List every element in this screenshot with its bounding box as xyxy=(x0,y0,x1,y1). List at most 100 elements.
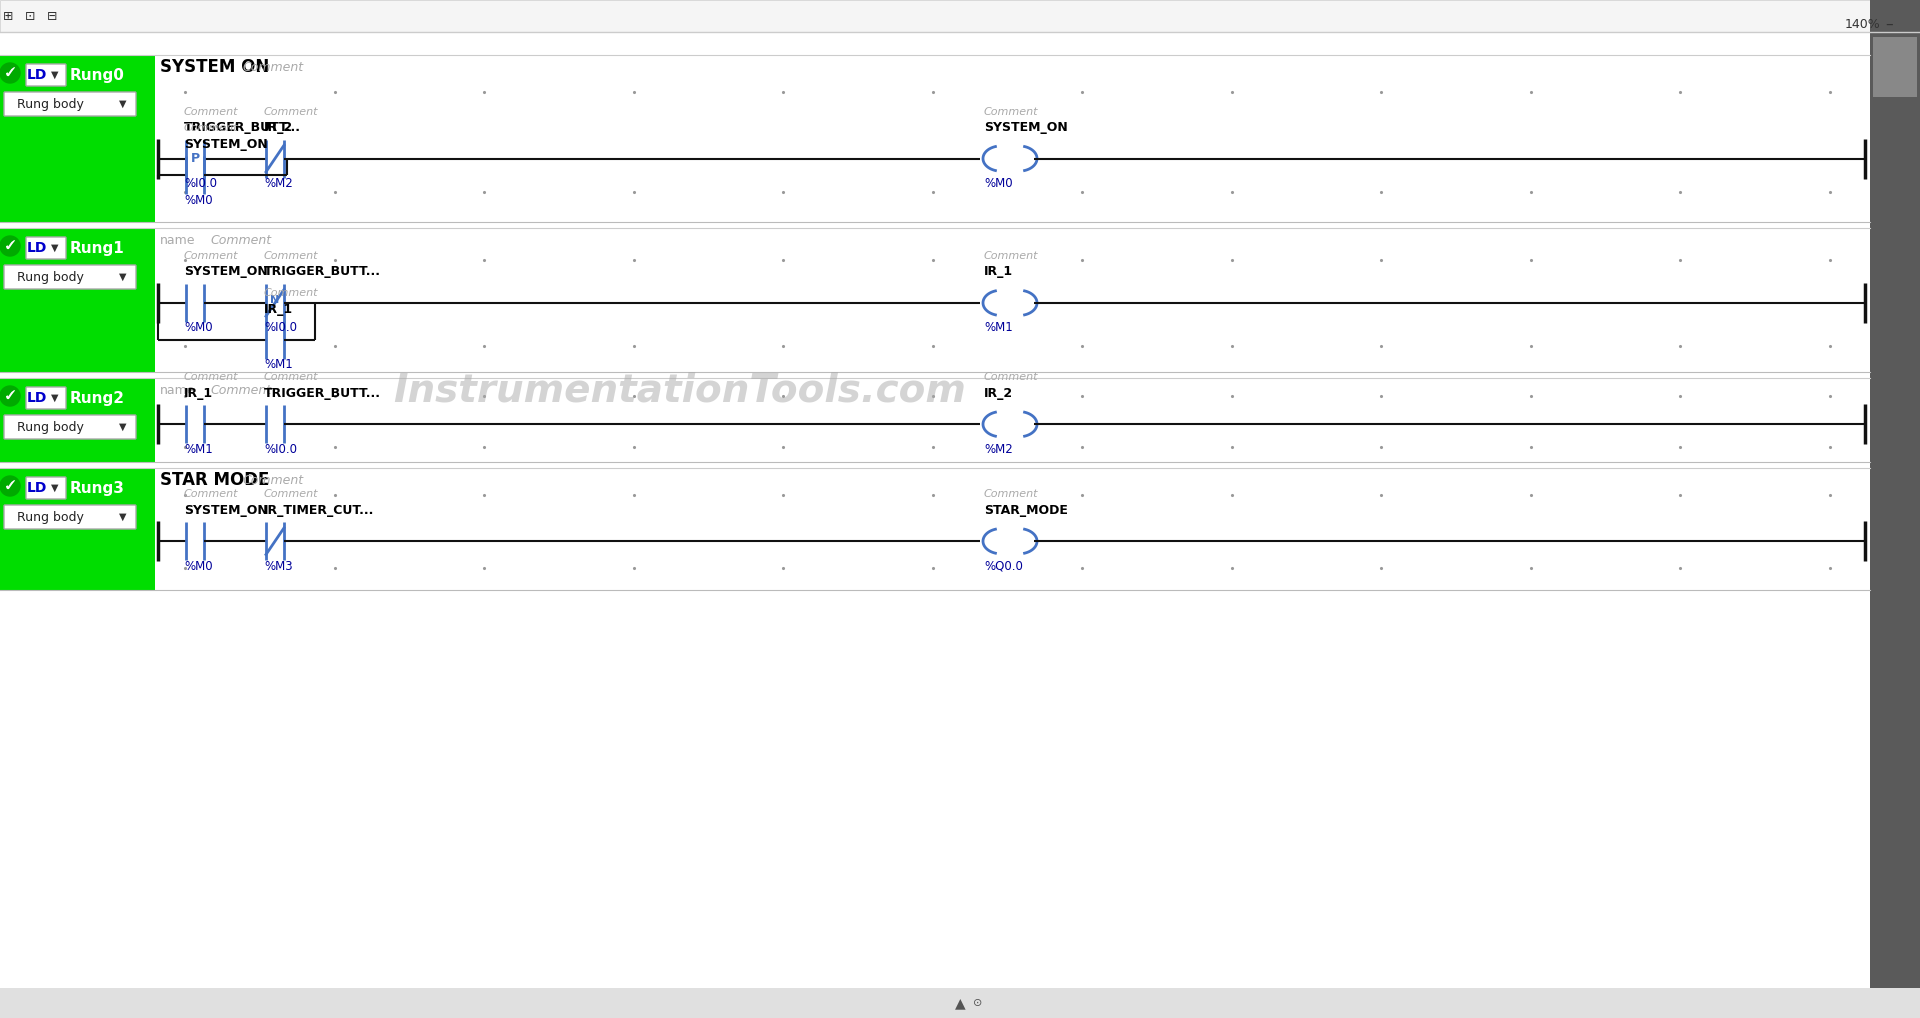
FancyBboxPatch shape xyxy=(4,505,136,529)
Text: ▼: ▼ xyxy=(119,422,127,432)
Text: %M3: %M3 xyxy=(265,560,292,573)
Text: Comment: Comment xyxy=(983,373,1039,382)
Text: IR_2: IR_2 xyxy=(265,121,294,134)
Text: Rung3: Rung3 xyxy=(69,480,125,496)
Text: ▼: ▼ xyxy=(52,243,60,253)
Bar xyxy=(0,55,156,222)
Text: Comment: Comment xyxy=(983,490,1039,499)
Text: IR_2: IR_2 xyxy=(983,387,1014,400)
Text: name: name xyxy=(159,233,196,246)
Bar xyxy=(0,0,1920,32)
Text: Comment: Comment xyxy=(184,373,238,382)
Text: ⊙: ⊙ xyxy=(973,998,983,1008)
Text: Rung1: Rung1 xyxy=(69,240,125,256)
Text: %M0: %M0 xyxy=(184,193,213,207)
Text: %M0: %M0 xyxy=(184,560,213,573)
Text: TRIGGER_BUTT...: TRIGGER_BUTT... xyxy=(265,266,380,278)
Text: ✓: ✓ xyxy=(4,239,15,253)
Text: ▼: ▼ xyxy=(52,393,60,403)
Circle shape xyxy=(0,386,19,406)
Text: Comment: Comment xyxy=(265,288,319,298)
Text: ✓: ✓ xyxy=(4,66,15,80)
Text: TRIGGER_BUTT...: TRIGGER_BUTT... xyxy=(184,121,301,134)
Text: Rung body: Rung body xyxy=(17,271,83,283)
Text: ✓: ✓ xyxy=(4,387,17,405)
Text: ▼: ▼ xyxy=(52,483,60,493)
Text: Comment: Comment xyxy=(184,490,238,499)
Text: ▼: ▼ xyxy=(119,272,127,282)
Text: ✓: ✓ xyxy=(4,477,17,495)
Text: InstrumentationTools.com: InstrumentationTools.com xyxy=(394,371,966,409)
Text: %M2: %M2 xyxy=(983,443,1012,456)
Text: STAR MODE: STAR MODE xyxy=(159,471,269,489)
Text: ✓: ✓ xyxy=(4,389,15,403)
Text: P: P xyxy=(190,152,200,165)
Text: ▼: ▼ xyxy=(119,99,127,109)
Text: ▼: ▼ xyxy=(52,70,60,80)
Text: ✓: ✓ xyxy=(4,64,17,82)
Text: Comment: Comment xyxy=(242,60,303,73)
Text: ✓: ✓ xyxy=(4,479,15,493)
Text: Rung2: Rung2 xyxy=(69,391,125,405)
Text: Comment: Comment xyxy=(209,233,271,246)
Text: Comment: Comment xyxy=(983,250,1039,261)
Text: Comment: Comment xyxy=(265,107,319,116)
Text: SYSTEM ON: SYSTEM ON xyxy=(159,58,269,76)
Text: Comment: Comment xyxy=(242,473,303,487)
Text: SYSTEM_ON: SYSTEM_ON xyxy=(184,504,267,517)
Text: Rung body: Rung body xyxy=(17,420,83,434)
Text: LD: LD xyxy=(27,68,48,82)
Text: IR_1: IR_1 xyxy=(983,266,1014,278)
Text: %M0: %M0 xyxy=(184,322,213,334)
Text: SYSTEM_ON: SYSTEM_ON xyxy=(983,121,1068,134)
Text: Rung0: Rung0 xyxy=(69,67,125,82)
Bar xyxy=(0,468,156,590)
Circle shape xyxy=(0,63,19,83)
Circle shape xyxy=(0,476,19,496)
Text: %I0.0: %I0.0 xyxy=(184,177,217,190)
Text: Comment: Comment xyxy=(209,384,271,396)
Text: Comment: Comment xyxy=(184,123,238,133)
Text: Comment: Comment xyxy=(265,250,319,261)
Text: Comment: Comment xyxy=(184,107,238,116)
Text: Comment: Comment xyxy=(265,373,319,382)
Text: 140%: 140% xyxy=(1845,17,1882,31)
Text: %M1: %M1 xyxy=(265,358,292,372)
Text: %M0: %M0 xyxy=(983,177,1012,190)
Text: TRIGGER_BUTT...: TRIGGER_BUTT... xyxy=(265,387,380,400)
FancyBboxPatch shape xyxy=(4,265,136,289)
Text: STAR_MODE: STAR_MODE xyxy=(983,504,1068,517)
Text: %Q0.0: %Q0.0 xyxy=(983,560,1023,573)
Text: Comment: Comment xyxy=(184,250,238,261)
Text: ⊟: ⊟ xyxy=(46,9,58,22)
Text: Comment: Comment xyxy=(983,107,1039,116)
Text: %M2: %M2 xyxy=(265,177,292,190)
Bar xyxy=(0,228,156,372)
FancyBboxPatch shape xyxy=(27,64,65,86)
Text: –: – xyxy=(1885,16,1893,32)
Text: IR_TIMER_CUT...: IR_TIMER_CUT... xyxy=(265,504,374,517)
Text: ⊞: ⊞ xyxy=(2,9,13,22)
Text: ▲: ▲ xyxy=(954,996,966,1010)
Text: IR_1: IR_1 xyxy=(265,302,294,316)
Text: ⊡: ⊡ xyxy=(25,9,35,22)
Text: %I0.0: %I0.0 xyxy=(265,443,298,456)
Text: LD: LD xyxy=(27,241,48,254)
Text: LD: LD xyxy=(27,391,48,405)
Text: %M1: %M1 xyxy=(983,322,1012,334)
Text: LD: LD xyxy=(27,480,48,495)
FancyBboxPatch shape xyxy=(27,237,65,259)
Bar xyxy=(0,378,156,462)
Text: name: name xyxy=(159,384,196,396)
FancyBboxPatch shape xyxy=(27,477,65,499)
Text: IR_1: IR_1 xyxy=(184,387,213,400)
Text: ▼: ▼ xyxy=(119,512,127,522)
FancyBboxPatch shape xyxy=(4,92,136,116)
Text: N: N xyxy=(271,295,280,304)
Text: ✓: ✓ xyxy=(4,237,17,254)
Text: %I0.0: %I0.0 xyxy=(265,322,298,334)
FancyBboxPatch shape xyxy=(27,387,65,409)
Bar xyxy=(0,988,1920,1018)
Text: Rung body: Rung body xyxy=(17,98,83,111)
FancyBboxPatch shape xyxy=(4,415,136,439)
